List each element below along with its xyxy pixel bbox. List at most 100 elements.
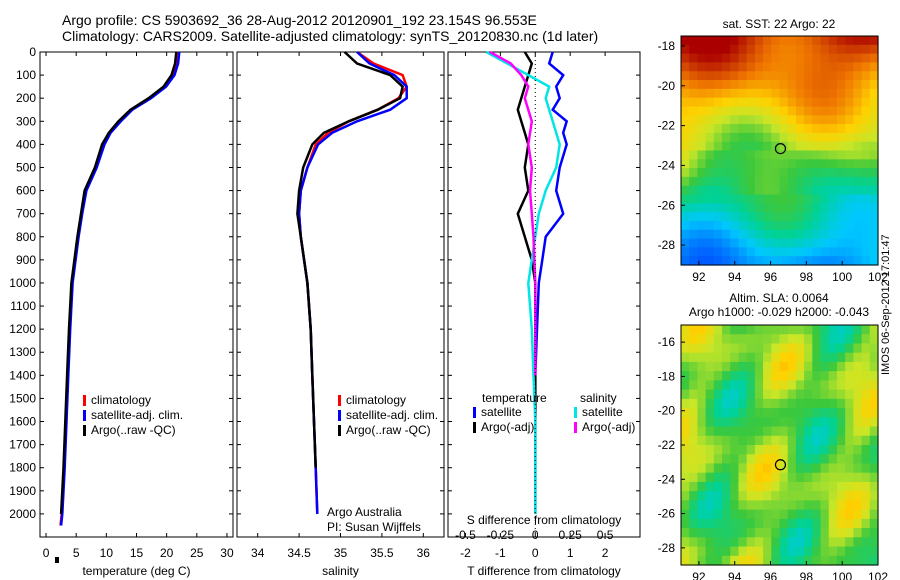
- sst-map-cell: [787, 194, 797, 204]
- sla-map-cell: [705, 546, 715, 557]
- sst-map-cell: [795, 124, 805, 134]
- legend-entry: climatology: [91, 393, 151, 407]
- sst-map-cell: [869, 88, 879, 99]
- temperature-x-tick-label: 30: [220, 546, 234, 560]
- sst-map-cell: [681, 106, 690, 116]
- sst-map-cell: [722, 141, 731, 152]
- sla-map-cell: [754, 408, 764, 418]
- sla-map-cell: [730, 398, 740, 409]
- sla-map-cell: [697, 509, 707, 520]
- sla-map-cell: [697, 361, 707, 372]
- sla-map-cell: [828, 454, 838, 465]
- sst-map-cell: [779, 194, 789, 204]
- depth-tick-label: 1400: [9, 368, 36, 382]
- sla-map-cell: [705, 352, 715, 363]
- sst-map-cell: [771, 168, 781, 178]
- sla-map-cell: [771, 555, 781, 566]
- sla-map-cell: [722, 334, 731, 345]
- sst-map-cell: [836, 212, 846, 222]
- sla-map-cell: [713, 352, 723, 363]
- sla-map-cell: [689, 334, 699, 345]
- sla-map-cell: [869, 380, 879, 391]
- sst-map-cell: [689, 124, 699, 134]
- sla-map-cell: [754, 472, 764, 483]
- sst-map-cell: [689, 53, 699, 64]
- sla-map-cell: [804, 417, 813, 428]
- sla-map-cell: [869, 325, 879, 335]
- sst-map-cell: [681, 203, 690, 213]
- legend-swatch-black: [338, 425, 341, 436]
- sst-map-cell: [705, 62, 715, 72]
- sst-map-cell: [795, 80, 805, 90]
- sst-map-cell: [853, 212, 863, 222]
- sst-map-cell: [713, 194, 723, 204]
- sst-map-cell: [787, 203, 797, 213]
- sst-map-cell: [713, 141, 723, 152]
- sst-map-cell: [754, 212, 764, 222]
- sla-map-cell: [828, 500, 838, 511]
- sla-map-cell: [730, 408, 740, 418]
- sst-map-cell: [820, 53, 830, 64]
- legend-entry: Argo(-adj): [481, 420, 534, 434]
- sst-map-cell: [845, 36, 854, 46]
- sla-map-cell: [820, 463, 830, 474]
- sla-map-cell: [845, 371, 854, 381]
- sla-map-cell: [820, 555, 830, 566]
- sst-map-cell: [804, 220, 813, 231]
- sst-map-cell: [779, 124, 789, 134]
- sla-map-cell: [771, 343, 781, 354]
- sst-map-cell: [787, 88, 797, 99]
- sst-map-cell: [845, 238, 854, 248]
- sla-map-y-tick-label: -24: [658, 472, 676, 486]
- sst-map-cell: [746, 256, 756, 266]
- sla-map-cell: [705, 435, 715, 446]
- sst-map-cell: [738, 203, 748, 213]
- sla-map-cell: [812, 380, 822, 391]
- sla-map-cell: [738, 500, 748, 511]
- sst-map-cell: [804, 194, 813, 204]
- sla-map-cell: [697, 398, 707, 409]
- sla-map-cell: [869, 389, 879, 400]
- sla-map-cell: [730, 426, 740, 437]
- sla-map-cell: [853, 426, 863, 437]
- sst-map-cell: [787, 229, 797, 240]
- sst-map-cell: [738, 115, 748, 125]
- sst-map-cell: [730, 71, 740, 81]
- sla-map-cell: [730, 389, 740, 400]
- sst-map-cell: [689, 80, 699, 90]
- sla-map-cell: [787, 528, 797, 538]
- sst-map-cell: [820, 194, 830, 204]
- sla-map-cell: [697, 371, 707, 381]
- sst-map-cell: [681, 53, 690, 64]
- sst-map-cell: [763, 80, 772, 90]
- sst-map-cell: [771, 115, 781, 125]
- sla-map-cell: [812, 518, 822, 529]
- sla-map-cell: [804, 509, 813, 520]
- sla-map-cell: [779, 380, 789, 391]
- sla-map-cell: [763, 509, 772, 520]
- sla-map-cell: [820, 435, 830, 446]
- sla-map-cell: [828, 380, 838, 391]
- sla-map-cell: [763, 546, 772, 557]
- sla-map-cell: [812, 481, 822, 492]
- sla-map-y-tick-label: -16: [658, 335, 676, 349]
- sst-map-cell: [713, 247, 723, 257]
- sst-map-cell: [681, 185, 690, 196]
- sst-map-cell: [713, 185, 723, 196]
- sla-map-cell: [763, 555, 772, 566]
- sla-map-cell: [681, 408, 690, 418]
- sla-map-cell: [754, 445, 764, 455]
- sla-map-cell: [869, 361, 879, 372]
- sla-map-cell: [779, 389, 789, 400]
- sla-map-cell: [713, 546, 723, 557]
- sst-map-cell: [869, 229, 879, 240]
- sst-map-cell: [746, 62, 756, 72]
- sst-map-cell: [787, 247, 797, 257]
- sst-map-cell: [787, 115, 797, 125]
- sst-map-cell: [795, 203, 805, 213]
- sla-map-cell: [795, 491, 805, 501]
- sla-map-cell: [681, 500, 690, 511]
- sst-map-cell: [730, 256, 740, 266]
- sla-map-cell: [820, 454, 830, 465]
- sla-map-cell: [787, 352, 797, 363]
